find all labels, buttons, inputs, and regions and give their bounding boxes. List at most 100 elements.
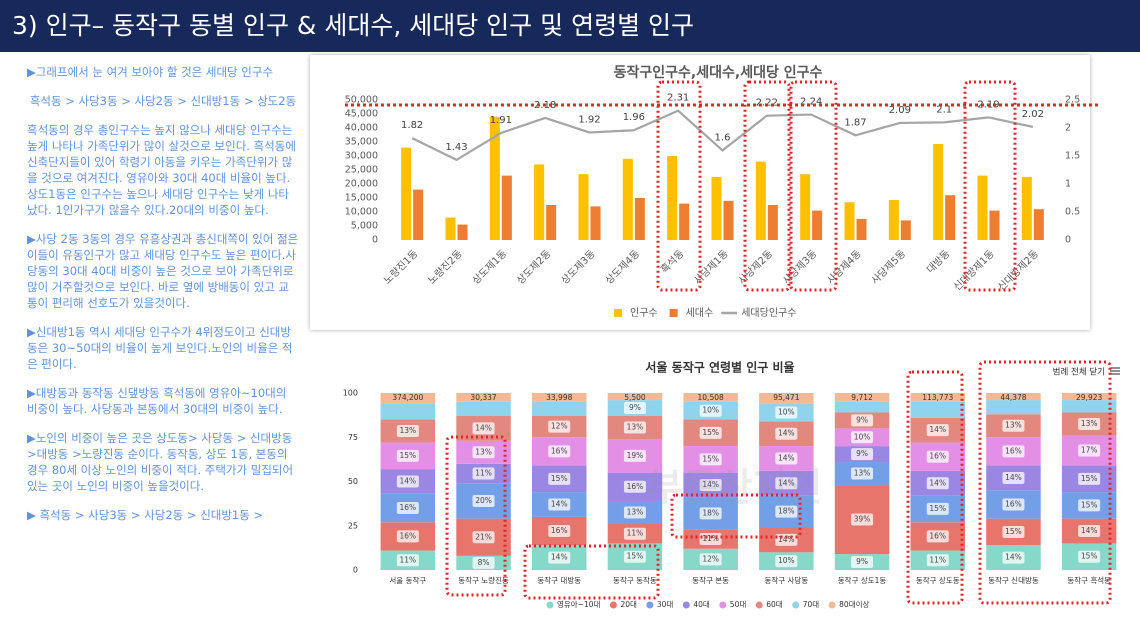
- total-label: 95,471: [773, 393, 799, 402]
- data-label: 10%: [702, 406, 719, 415]
- label-bg: [396, 530, 419, 543]
- y2-tick-label: 2: [1065, 123, 1071, 134]
- data-label: 15%: [702, 454, 719, 463]
- y2-tick-label: 0.5: [1065, 207, 1080, 218]
- bar: [1021, 177, 1032, 240]
- legend-swatch: [669, 309, 678, 317]
- y-tick-label: 40,000: [345, 123, 378, 134]
- label-bg: [623, 527, 646, 540]
- data-label: 1.96: [623, 112, 645, 123]
- chart-title: 동작구인구수,세대수,세대당 인구수: [614, 64, 823, 81]
- y-tick-label: 50: [348, 477, 358, 486]
- x-tick-label: 상도제1동: [470, 248, 509, 287]
- bar: [578, 174, 589, 240]
- x-tick-label: 서울 동작구: [389, 575, 426, 585]
- bar-segment: [531, 393, 587, 402]
- bar: [546, 205, 557, 240]
- bar-segment: [380, 393, 436, 404]
- x-tick-label: 사당제5동: [869, 248, 908, 287]
- y-tick-label: 10,000: [345, 207, 378, 218]
- label-bg: [775, 427, 798, 440]
- data-label: 2.22: [756, 98, 778, 109]
- legend-label: 70대: [803, 600, 820, 609]
- legend-swatch: [609, 601, 617, 609]
- bar: [755, 161, 766, 240]
- x-tick-label: 상도제3동: [559, 248, 598, 287]
- bar-segment: [683, 393, 738, 402]
- bar: [590, 206, 601, 240]
- legend-label: 60대: [766, 600, 783, 609]
- y-tick-label: 5,000: [351, 221, 378, 232]
- data-label: 2.1: [936, 104, 952, 115]
- x-tick-label: 노량진2동: [426, 248, 465, 287]
- legend-swatch: [546, 601, 554, 609]
- x-tick-label: 동작구 사당동: [764, 575, 808, 585]
- y-tick-label: 45,000: [345, 109, 378, 120]
- legend-label: 세대당인구수: [741, 307, 796, 319]
- legend-swatch: [682, 601, 690, 609]
- data-label: 13%: [400, 426, 417, 435]
- data-label: 14%: [1005, 553, 1022, 562]
- legend-toggle[interactable]: 범례 전체 닫기: [1053, 367, 1105, 378]
- data-label: 15%: [551, 474, 568, 483]
- x-tick-label: 신대방제2동: [996, 248, 1042, 294]
- data-label: 12%: [702, 554, 719, 563]
- x-tick-label: 동작구 대방동: [537, 575, 581, 585]
- data-label: 13%: [1081, 419, 1098, 428]
- data-label: 15%: [1081, 500, 1098, 509]
- y-tick-label: 15,000: [345, 193, 378, 204]
- data-label: 1.82: [401, 120, 423, 131]
- data-label: 13%: [475, 447, 492, 456]
- label-bg: [775, 477, 798, 490]
- label-bg: [699, 426, 722, 439]
- x-tick-label: 사당제1동: [692, 248, 731, 287]
- legend-label: 인구수: [630, 307, 658, 319]
- x-tick-label: 동작구 흑석동: [1067, 575, 1111, 585]
- label-bg: [396, 475, 419, 488]
- note: ▶대방동과 동작동 신댚방동 흑석동에 영유아~10대의 비중이 높다. 사당동…: [27, 386, 287, 416]
- label-bg: [699, 553, 722, 566]
- x-tick-label: 대방동: [924, 248, 952, 276]
- label-bg: [548, 525, 571, 538]
- bar-segment: [834, 393, 890, 402]
- data-label: 11%: [627, 529, 644, 538]
- total-label: 113,773: [922, 393, 953, 402]
- bar-segment: [456, 393, 511, 402]
- stacked-chart: 서울 동작구 연령별 인구 비율 범례 전체 닫기 0 25 50 75 100 11% 16%…: [343, 360, 1120, 609]
- label-bg: [623, 449, 646, 462]
- total-label: 44,378: [1000, 393, 1026, 402]
- notes: ▶그래프에서 눈 여겨 보아야 할 것은 세대당 인구수 흑석동 > 사당3동 …: [27, 64, 299, 641]
- label-bg: [699, 453, 722, 466]
- data-label: 16%: [929, 452, 946, 461]
- x-tick-label: 상도제2동: [514, 248, 553, 287]
- label-bg: [851, 467, 874, 480]
- data-label: 2.19: [977, 99, 999, 110]
- note: ▶사당 2동 3동의 경우 유흥상권과 총신대쪽이 있어 젊은이들이 유동인구가…: [27, 232, 299, 310]
- label-bg: [548, 472, 571, 485]
- data-label: 12%: [551, 422, 568, 431]
- bar-segment: [380, 403, 436, 420]
- y-tick-label: 50,000: [345, 95, 378, 106]
- bar: [1033, 209, 1044, 240]
- total-label: 374,200: [392, 393, 423, 402]
- legend-label: 40대: [693, 600, 710, 609]
- data-label: 14%: [778, 478, 795, 487]
- legend-label: 영유아~10대: [557, 599, 601, 609]
- label-bg: [775, 555, 798, 568]
- total-label: 29,923: [1076, 393, 1102, 402]
- data-label: 16%: [400, 503, 417, 512]
- bar: [457, 224, 468, 240]
- total-label: 33,998: [546, 393, 572, 402]
- x-tick-label: 동작구 상도1동: [838, 575, 887, 585]
- data-label: 11%: [929, 555, 946, 564]
- data-label: 16%: [929, 531, 946, 540]
- label-bg: [396, 502, 419, 515]
- data-label: 13%: [627, 507, 644, 516]
- bar-segment: [986, 400, 1041, 415]
- legend-label: 세대수: [686, 307, 714, 319]
- x-tick-label: 동작구 노량진동: [458, 575, 509, 585]
- data-label: 1.91: [490, 115, 512, 126]
- data-label: 2.09: [889, 105, 911, 116]
- label-bg: [851, 414, 874, 427]
